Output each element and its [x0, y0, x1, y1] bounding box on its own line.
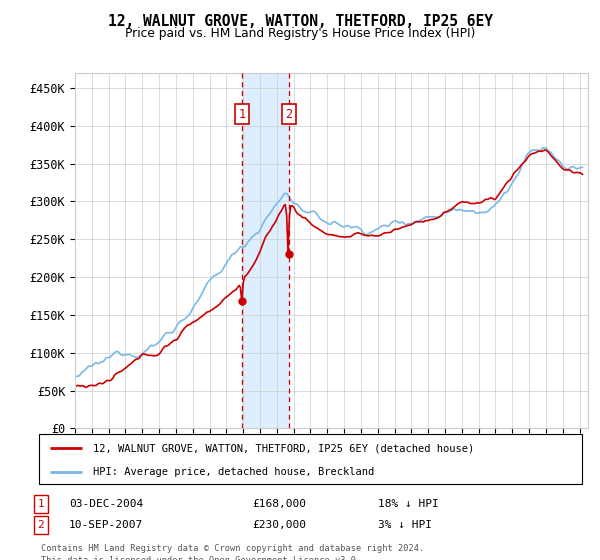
Text: 18% ↓ HPI: 18% ↓ HPI [378, 499, 439, 509]
Text: 03-DEC-2004: 03-DEC-2004 [69, 499, 143, 509]
Text: 10-SEP-2007: 10-SEP-2007 [69, 520, 143, 530]
Text: 12, WALNUT GROVE, WATTON, THETFORD, IP25 6EY (detached house): 12, WALNUT GROVE, WATTON, THETFORD, IP25… [94, 443, 475, 453]
Text: 1: 1 [238, 108, 245, 121]
Bar [242, 73, 289, 428]
Text: 1: 1 [37, 499, 44, 509]
Text: 2: 2 [285, 108, 292, 121]
FancyBboxPatch shape [39, 434, 582, 484]
Text: 12, WALNUT GROVE, WATTON, THETFORD, IP25 6EY: 12, WALNUT GROVE, WATTON, THETFORD, IP25… [107, 14, 493, 29]
Text: £168,000: £168,000 [252, 499, 306, 509]
Text: HPI: Average price, detached house, Breckland: HPI: Average price, detached house, Brec… [94, 467, 374, 477]
Text: Contains HM Land Registry data © Crown copyright and database right 2024.
This d: Contains HM Land Registry data © Crown c… [41, 544, 424, 560]
Text: 3% ↓ HPI: 3% ↓ HPI [378, 520, 432, 530]
Text: 2: 2 [37, 520, 44, 530]
Text: Price paid vs. HM Land Registry's House Price Index (HPI): Price paid vs. HM Land Registry's House … [125, 27, 475, 40]
Text: £230,000: £230,000 [252, 520, 306, 530]
